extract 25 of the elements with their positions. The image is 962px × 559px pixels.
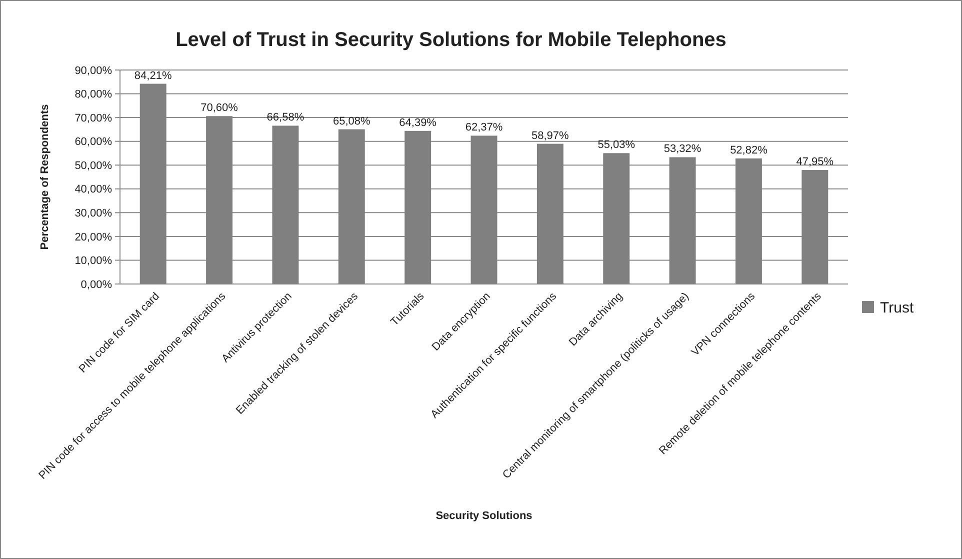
data-label: 58,97% (532, 130, 570, 142)
data-label: 53,32% (664, 143, 702, 156)
y-axis-title: Percentage of Respondents (39, 104, 51, 250)
data-label: 70,60% (200, 102, 238, 114)
y-tick-label: 0,00% (80, 278, 112, 291)
y-tick-label: 80,00% (74, 88, 112, 101)
y-tick-label: 40,00% (74, 184, 112, 196)
data-label: 52,82% (730, 144, 768, 156)
y-tick-label: 90,00% (74, 64, 112, 77)
data-label: 47,95% (796, 156, 834, 168)
y-tick-label: 10,00% (74, 255, 112, 268)
y-tick-label: 20,00% (74, 231, 112, 244)
data-label: 55,03% (598, 139, 636, 152)
data-label: 62,37% (465, 122, 503, 134)
data-label: 64,39% (399, 116, 437, 129)
y-tick-label: 60,00% (74, 136, 112, 148)
y-tick-label: 50,00% (74, 160, 112, 172)
y-tick-label: 30,00% (74, 208, 112, 220)
y-tick-label: 70,00% (74, 112, 112, 124)
data-label: 65,08% (332, 115, 371, 128)
legend-label: Trust (880, 299, 914, 316)
data-label: 84,21% (134, 70, 172, 82)
x-axis-title: Security Solutions (436, 510, 532, 522)
chart-title: Level of Trust in Security Solutions for Mobile Telephones (176, 29, 726, 51)
data-label: 66,58% (266, 112, 304, 124)
